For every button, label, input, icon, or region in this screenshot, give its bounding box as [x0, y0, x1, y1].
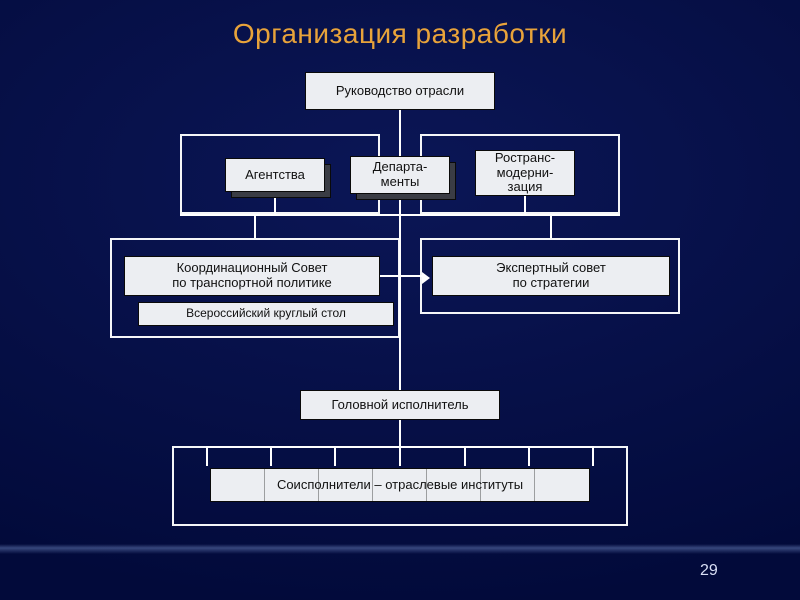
node-label-line: Департа- [373, 160, 428, 175]
node-label-line: Координационный Совет [177, 261, 328, 276]
node-label-line: Экспертный совет [496, 261, 606, 276]
node-lead: Головной исполнитель [300, 390, 500, 420]
node-departments: Департа-менты [350, 156, 450, 194]
connector-line [270, 446, 272, 466]
node-agencies: Агентства [225, 158, 325, 192]
connector-line [464, 446, 466, 466]
node-roundtable: Всероссийский круглый стол [138, 302, 394, 326]
arrowhead-right [422, 272, 430, 284]
node-label-line: зация [508, 180, 543, 195]
slide-title: Организация разработки [0, 18, 800, 50]
coexec-separator [426, 468, 427, 502]
connector-line [592, 446, 594, 466]
node-label-line: менты [381, 175, 420, 190]
node-label-line: по стратегии [513, 276, 590, 291]
connector-line [380, 275, 422, 277]
connector-line [399, 446, 401, 466]
coexec-separator [480, 468, 481, 502]
node-expert: Экспертный советпо стратегии [432, 256, 670, 296]
node-label-line: по транспортной политике [172, 276, 332, 291]
coexec-separator [318, 468, 319, 502]
node-rostrans: Ространс-модерни-зация [475, 150, 575, 196]
node-label-line: Ространс- [495, 151, 555, 166]
coexec-separator [534, 468, 535, 502]
connector-line [254, 214, 256, 238]
node-coexec: Соисполнители – отраслевые институты [210, 468, 590, 502]
node-top: Руководство отрасли [305, 72, 495, 110]
coexec-separator [264, 468, 265, 502]
connector-line [399, 420, 401, 446]
connector-line [528, 446, 530, 466]
coexec-separator [372, 468, 373, 502]
connector-line [206, 446, 208, 466]
connector-line [550, 214, 552, 238]
node-label-line: модерни- [497, 166, 554, 181]
connector-line [399, 110, 401, 156]
node-coord: Координационный Советпо транспортной пол… [124, 256, 380, 296]
bottom-accent-stripe [0, 544, 800, 554]
connector-line [524, 196, 526, 214]
connector-line [399, 214, 401, 390]
connector-line [334, 446, 336, 466]
page-number: 29 [700, 562, 718, 580]
